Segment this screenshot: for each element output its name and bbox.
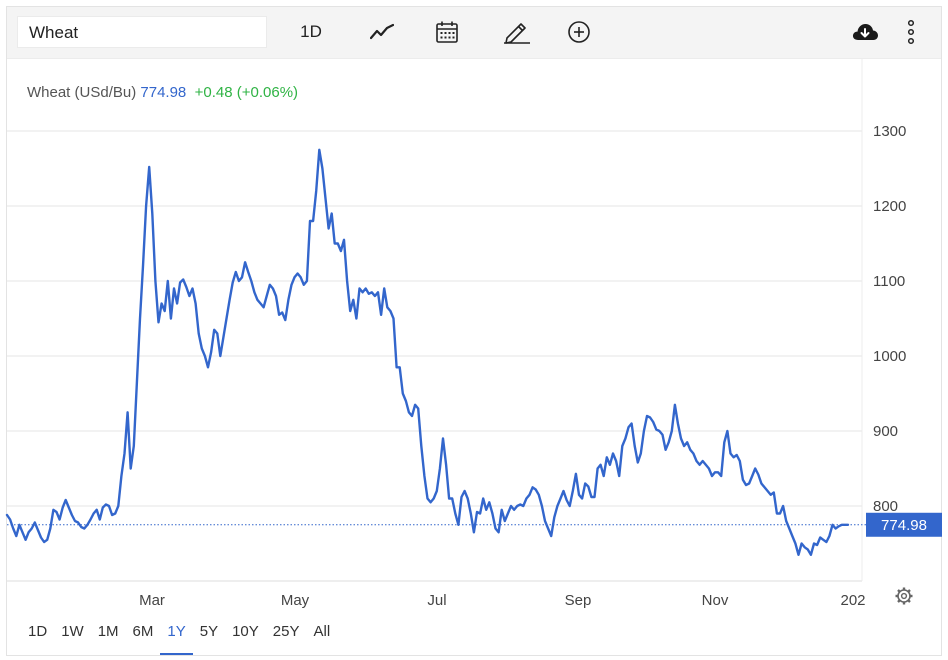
chart-widget: Wheat 1D [6,6,942,656]
legend-name: Wheat (USd/Bu) [27,84,137,101]
compare-button[interactable] [559,16,599,48]
more-vertical-icon [907,19,915,45]
range-button-all[interactable]: All [313,623,331,640]
range-button-6m[interactable]: 6M [132,623,154,640]
range-button-10y[interactable]: 10Y [232,623,259,640]
range-button-1y[interactable]: 1Y [160,621,194,655]
legend-price: 774.98 [140,84,187,101]
pencil-icon [504,23,530,44]
range-button-5y[interactable]: 5Y [199,623,219,640]
cloud-download-icon [852,24,878,40]
interval-button[interactable]: 1D [300,22,322,41]
plus-circle-icon [568,21,590,43]
chart-type-button[interactable] [362,16,402,48]
range-button-1d[interactable]: 1D [28,623,48,640]
range-button-1m[interactable]: 1M [97,623,119,640]
toolbar: Wheat 1D [7,7,941,59]
download-button[interactable] [845,16,885,48]
line-chart-icon [370,23,394,40]
legend-change: +0.48 (+0.06%) [194,84,299,101]
search-input[interactable]: Wheat [17,16,267,48]
date-range-button[interactable] [427,16,467,48]
calendar-icon [436,21,458,43]
range-button-1w[interactable]: 1W [61,623,84,640]
range-selector: 1D 1W 1M 6M 1Y 5Y 10Y 25Y All [21,621,337,655]
chart-legend: Wheat (USd/Bu) 774.98 +0.48 (+0.06%) [27,84,298,101]
range-button-25y[interactable]: 25Y [272,623,300,640]
more-menu-button[interactable] [897,16,925,48]
draw-button[interactable] [497,16,537,48]
